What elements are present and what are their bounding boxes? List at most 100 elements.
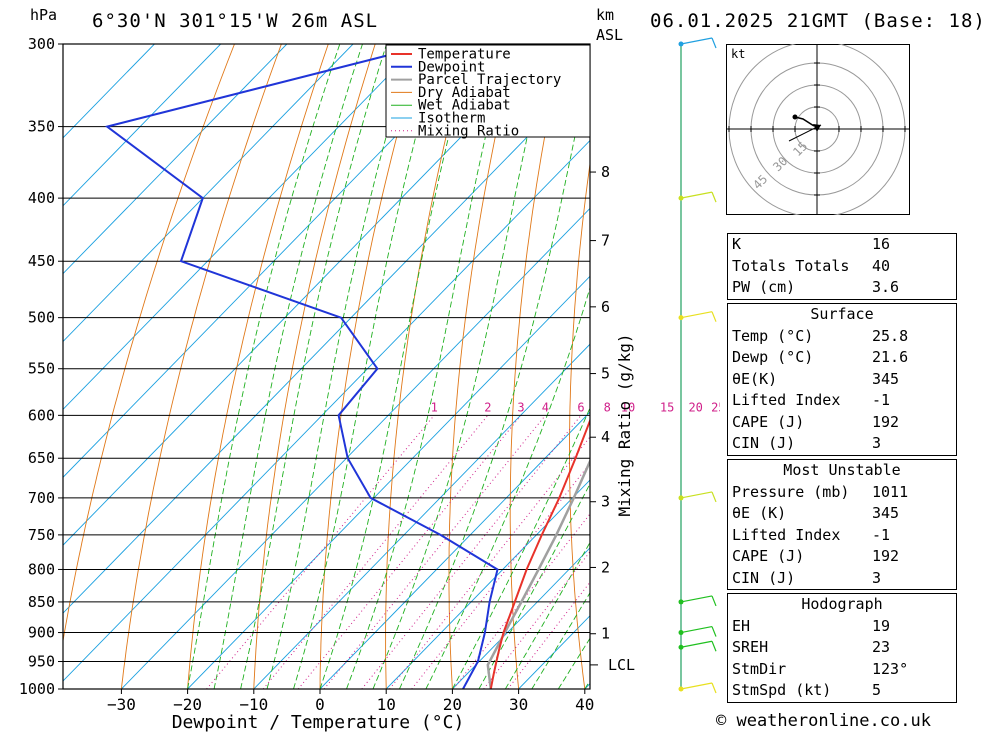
x-axis-title: Dewpoint / Temperature (°C) — [172, 712, 465, 733]
surface-table: Surface Temp (°C) 25.8 Dewp (°C) 21.6 θE(K… — [727, 303, 957, 456]
legend-label: Wet Adiabat — [418, 98, 511, 114]
mu-pressure-label: Pressure (mb) — [732, 482, 850, 501]
surface-li-value: -1 — [872, 391, 891, 409]
km-tick-label: 1 — [601, 625, 610, 643]
eh-label: EH — [732, 616, 751, 635]
hodograph-endpoint — [792, 114, 798, 120]
wind-barb-staff — [680, 682, 713, 690]
temperature-line — [489, 417, 590, 689]
dry-adiabat-line — [319, 44, 423, 689]
k-index-label: K — [732, 235, 742, 253]
wind-barb-feather — [711, 641, 717, 652]
wind-barb-staff — [680, 311, 713, 319]
wind-barb-staff — [680, 37, 713, 45]
mixing-ratio-line — [507, 581, 590, 689]
pressure-axis: 300 350 400 450 500 550 600 650 700 750 800 850 900 9… — [19, 35, 63, 698]
eh-value: 19 — [872, 616, 891, 635]
stmdir-value: 123° — [872, 659, 909, 678]
mu-li-value: -1 — [872, 525, 891, 544]
most-unstable-title: Most Unstable — [783, 461, 901, 479]
k-index-value: 16 — [872, 235, 891, 253]
pressure-tick-label: 300 — [28, 35, 55, 53]
mixing-ratio-label: 15 — [660, 400, 674, 414]
mu-cape-value: 192 — [872, 547, 900, 565]
temperature-tick-label: −30 — [107, 695, 136, 714]
legend-label: Parcel Trajectory — [418, 72, 561, 88]
km-tick-label: 3 — [601, 493, 610, 511]
legend-label: Mixing Ratio — [418, 123, 519, 139]
isotherm-line — [63, 44, 420, 411]
surface-dewp-label: Dewp (°C) — [732, 348, 814, 366]
mixing-ratio-label: 20 — [688, 400, 702, 414]
pressure-tick-label: 1000 — [19, 680, 55, 698]
km-tick-label: 5 — [601, 365, 610, 383]
pressure-tick-label: 800 — [28, 560, 55, 578]
pressure-tick-label: 450 — [28, 252, 55, 270]
wind-barb-feather — [711, 595, 717, 607]
asl-unit-label: ASL — [596, 26, 624, 44]
surface-temp-value: 25.8 — [872, 326, 909, 345]
sounding-datetime: 06.01.2025 21GMT (Base: 18) — [650, 10, 986, 32]
plot-frame — [62, 43, 591, 690]
mixing-ratio-label: 10 — [621, 400, 635, 414]
isotherm-line — [319, 411, 590, 689]
surface-thetae-label: θE(K) — [732, 369, 778, 388]
mixing-ratio-line — [323, 415, 546, 689]
temperature-tick-label: −10 — [239, 695, 268, 714]
wind-barb-staff — [680, 625, 713, 634]
wind-barb-staff — [680, 191, 713, 199]
skewt-background-lines — [63, 44, 590, 689]
mixing-ratio-labels: 1 2 3 4 6 8 10 15 20 25 — [431, 400, 720, 414]
wind-barb-feather — [711, 191, 717, 203]
mixing-ratio-axis-title: Mixing Ratio (g/kg) — [615, 333, 634, 516]
surface-dewp-value: 21.6 — [872, 348, 909, 366]
mixing-ratio-label: 6 — [577, 400, 584, 414]
surface-cin-label: CIN (J) — [732, 434, 796, 452]
surface-title: Surface — [810, 305, 874, 323]
totals-totals-label: Totals Totals — [732, 256, 850, 275]
km-tick-label: 6 — [601, 298, 610, 316]
mu-thetae-label: θE (K) — [732, 504, 787, 522]
dry-adiabat-line — [63, 44, 235, 644]
pw-label: PW (cm) — [732, 278, 796, 296]
isotherm-line — [63, 44, 354, 343]
station-location: 6°30'N 301°15'W 26m ASL — [92, 10, 379, 32]
surface-cape-label: CAPE (J) — [732, 412, 805, 431]
km-unit-label: km — [596, 6, 615, 24]
dry-adiabat-line — [385, 44, 470, 689]
wind-barb-feather — [711, 491, 717, 503]
mu-li-label: Lifted Index — [732, 525, 841, 544]
legend-label: Dewpoint — [418, 59, 485, 75]
mixing-ratio-label: 3 — [517, 400, 524, 414]
hodograph-table: Hodograph EH 19 SREH 23 StmDir 123° StmSpd … — [727, 593, 957, 703]
mixing-ratio-label: 1 — [431, 400, 438, 414]
temperature-tick-label: 30 — [509, 695, 528, 714]
dewpoint-line — [104, 44, 499, 689]
wind-barb-feather — [711, 682, 717, 694]
legend-label: Temperature — [418, 47, 511, 63]
sreh-value: 23 — [872, 638, 891, 656]
isotherm-line — [385, 479, 590, 689]
wind-barb-staff — [680, 595, 713, 603]
stmdir-label: StmDir — [732, 659, 787, 678]
lcl-label: LCL — [608, 656, 635, 674]
pressure-tick-label: 350 — [28, 118, 55, 136]
mixing-ratio-label: 25 — [711, 400, 720, 414]
isotherm-line — [63, 139, 590, 682]
pressure-tick-label: 600 — [28, 406, 55, 424]
km-tick-label: 4 — [601, 428, 610, 446]
wind-barb-feather — [711, 626, 717, 637]
parcel-trajectory-line — [486, 458, 590, 689]
hodograph-title: Hodograph — [801, 595, 883, 613]
skewt-profiles — [104, 44, 590, 689]
legend-label: Dry Adiabat — [418, 85, 511, 101]
pressure-tick-label: 900 — [28, 624, 55, 642]
mixing-ratio-line — [297, 415, 522, 689]
lcl-marker: LCL — [590, 656, 635, 674]
wet-adiabat-line — [557, 637, 590, 689]
pressure-tick-label: 950 — [28, 653, 55, 671]
mixing-ratio-line — [389, 436, 590, 689]
pressure-unit-label: hPa — [30, 6, 58, 24]
km-tick-label: 2 — [601, 558, 610, 576]
